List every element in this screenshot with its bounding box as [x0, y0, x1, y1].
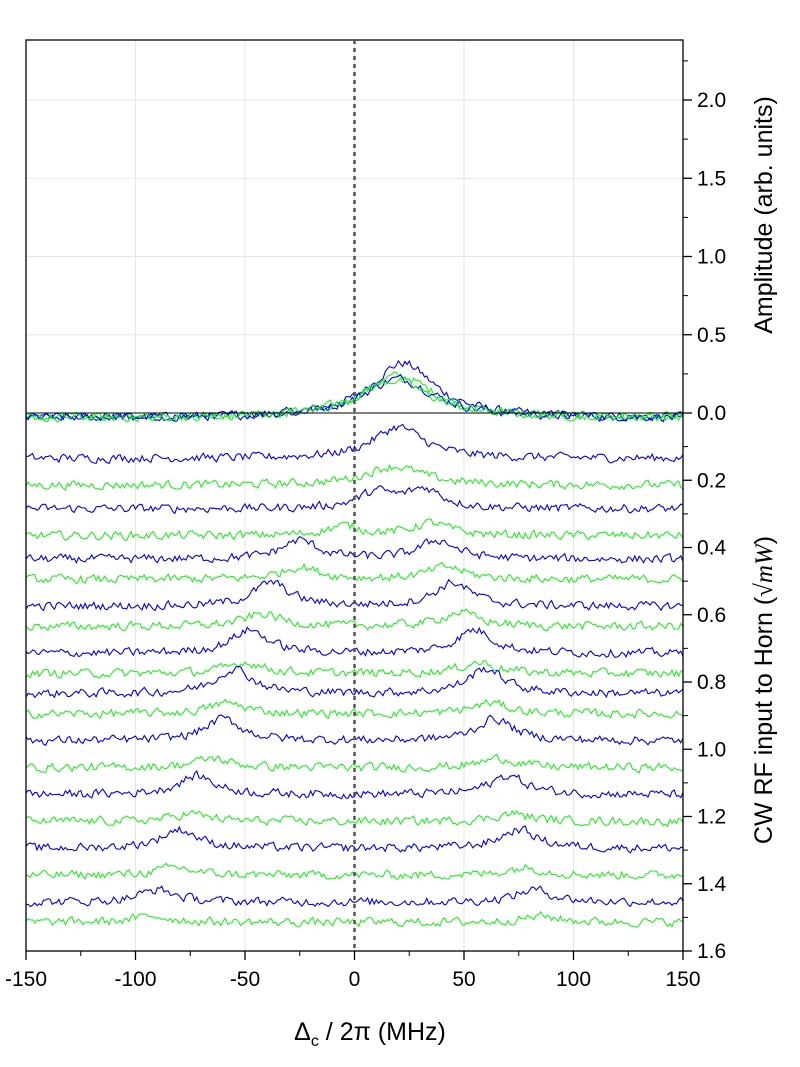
x-tick-label: -50 [230, 968, 260, 991]
x-tick-label: 50 [452, 968, 475, 991]
x-axis-title-rest: / 2π (MHz) [319, 1018, 446, 1046]
amp-tick-label: 1.5 [697, 167, 726, 190]
rf-tick-label: 1.0 [697, 738, 726, 761]
trace-green-19 [25, 809, 684, 828]
x-tick-label: 0 [349, 968, 361, 991]
amplitude-axis-title: Amplitude (arb. units) [750, 96, 778, 334]
right-axis-ticks: 0.0 0.5 1.0 1.5 2.0 0.2 0.4 0.6 0.8 1.0 1.2 1.4 1.6 [683, 60, 727, 963]
x-tick-label: -100 [114, 968, 156, 991]
rf-tick-label: 0.4 [697, 537, 727, 560]
amp-tick-label: 1.0 [697, 246, 726, 269]
trace-blue-20 [25, 825, 684, 854]
x-tick-label: 150 [665, 968, 700, 991]
rf-tick-label: 0.6 [697, 604, 726, 627]
rf-axis-title-math: √mW [751, 542, 778, 597]
trace-green-11 [25, 608, 684, 632]
x-axis-title-subscript: c [311, 1033, 319, 1050]
rf-tick-label: 0.8 [697, 671, 726, 694]
x-tick-label: -150 [5, 968, 47, 991]
rf-axis-title-suffix: ) [750, 536, 778, 544]
rf-axis-title-prefix: CW RF input to Horn ( [750, 596, 778, 844]
trace-green-17 [25, 753, 684, 774]
rf-tick-label: 0.2 [697, 469, 726, 492]
x-axis-title-symbol: Δ [294, 1018, 311, 1046]
x-tick-label: 100 [556, 968, 591, 991]
trace-blue-14 [25, 665, 684, 699]
trace-blue-4 [25, 423, 684, 465]
x-axis-title: Δc / 2π (MHz) [294, 1018, 446, 1050]
trace-green-13 [25, 659, 684, 679]
trace-blue-8 [25, 536, 684, 565]
amp-tick-label: 0.5 [697, 324, 726, 347]
trace-green-15 [25, 698, 684, 720]
rf-input-axis-title: CW RF input to Horn (√mW) [750, 536, 778, 844]
rf-tick-label: 1.2 [697, 806, 726, 829]
trace-blue-22 [26, 885, 684, 908]
rf-tick-label: 1.6 [697, 940, 726, 963]
rf-tick-label: 1.4 [697, 873, 727, 896]
amp-tick-label: 2.0 [697, 89, 726, 112]
trace-green-3 [25, 376, 684, 423]
amp-tick-label: 0.0 [697, 402, 726, 425]
trace-blue-18 [25, 769, 684, 800]
x-axis-ticks: -150 -100 -50 0 50 100 150 [5, 951, 701, 991]
